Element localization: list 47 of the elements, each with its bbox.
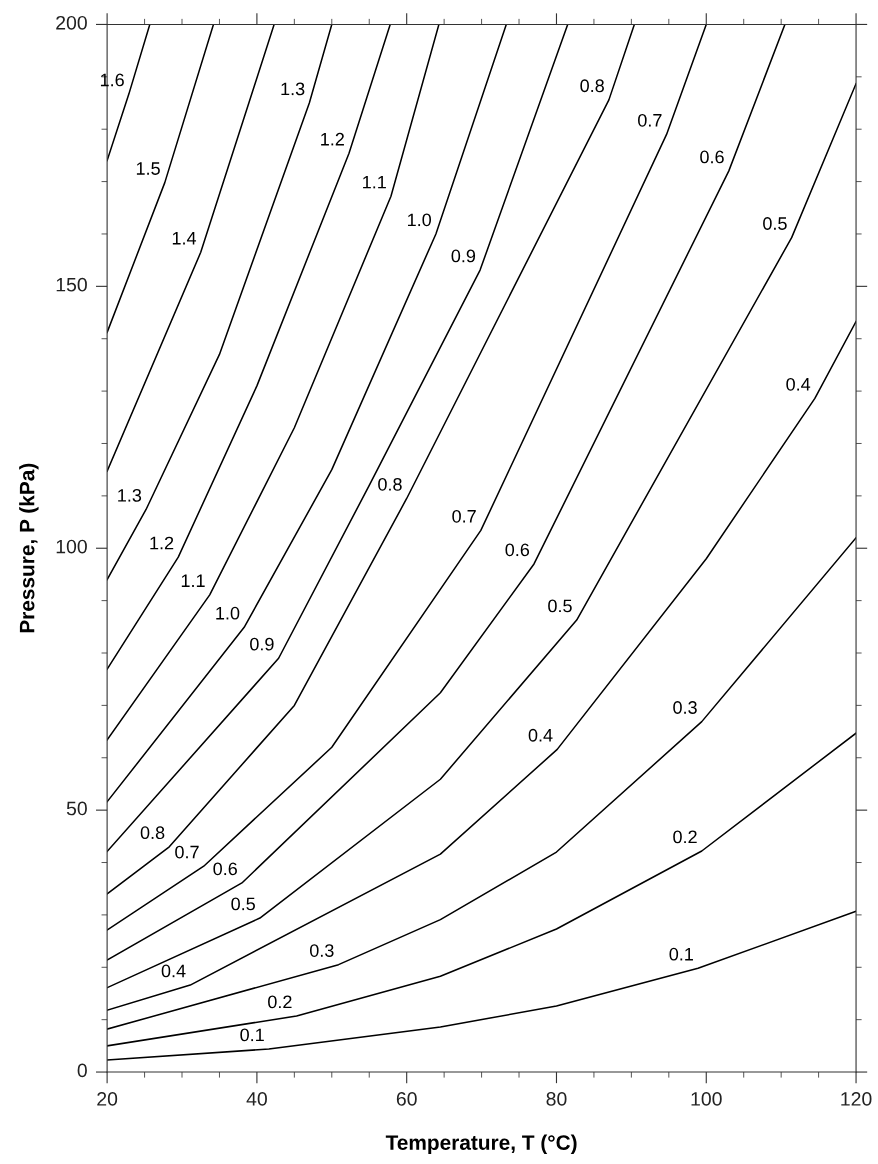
x-tick-label: 120: [841, 1092, 872, 1106]
annotation: 0.8: [580, 79, 604, 93]
x-axis-title: Temperature, T (°C): [385, 1134, 577, 1155]
x-tick-label: 40: [246, 1092, 267, 1106]
y-tick-label: 100: [56, 539, 87, 554]
annotation: 0.5: [763, 217, 787, 230]
y-tick-label: 150: [56, 277, 87, 292]
x-tick-label: 20: [97, 1092, 118, 1106]
annotation: 1.5: [136, 162, 160, 175]
annotation: 0.5: [548, 599, 572, 613]
annotation: 1.0: [408, 213, 432, 227]
annotation: 1.2: [150, 536, 174, 550]
annotation: 0.6: [213, 862, 237, 876]
annotation: 1.6: [100, 73, 124, 87]
annotation: 0.2: [673, 830, 697, 844]
annotation: 1.0: [216, 606, 240, 620]
y-tick-label: 0: [77, 1063, 87, 1078]
x-tick-label: 80: [546, 1092, 567, 1106]
annotation: 1.3: [281, 82, 305, 96]
annotation: 0.8: [140, 826, 165, 840]
annotation: 0.4: [528, 728, 553, 742]
annotation: 0.7: [452, 509, 476, 523]
annotation: 0.3: [309, 944, 334, 957]
annotation: 0.3: [673, 701, 697, 714]
x-tick-label: 100: [691, 1092, 722, 1106]
annotation: 0.7: [175, 845, 199, 859]
annotation: 0.8: [378, 477, 402, 491]
annotation: 0.6: [700, 150, 724, 164]
y-axis-title: Pressure, P (kPa): [19, 463, 39, 633]
annotation: 0.1: [240, 1028, 264, 1042]
annotation: 1.3: [118, 488, 142, 502]
x-tick-label: 60: [396, 1092, 417, 1106]
annotation: 0.5: [231, 897, 255, 911]
annotation: 0.9: [250, 637, 274, 651]
annotation: 1.4: [172, 231, 197, 245]
annotation: 0.2: [268, 995, 292, 1009]
annotation: 0.4: [786, 377, 811, 391]
annotation: 1.2: [321, 132, 344, 146]
annotation: 0.9: [451, 249, 476, 263]
y-tick-label: 200: [56, 15, 87, 30]
annotation: 1.1: [181, 574, 205, 587]
annotation: 1.1: [363, 175, 386, 189]
annotation: 0.7: [638, 113, 662, 127]
annotation: 0.1: [669, 947, 693, 961]
y-tick-label: 50: [66, 801, 87, 816]
annotation: 0.6: [505, 543, 530, 557]
annotation: 0.4: [161, 964, 186, 978]
